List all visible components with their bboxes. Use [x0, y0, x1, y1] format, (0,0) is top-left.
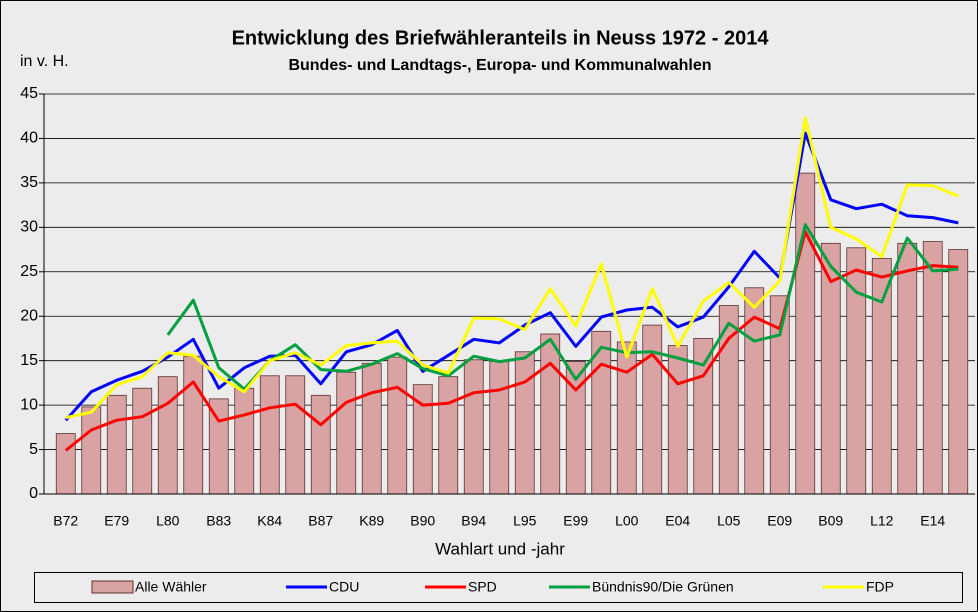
y-tick-label: 10	[20, 396, 38, 413]
y-tick-label: 15	[20, 352, 38, 369]
x-tick-label: K84	[257, 513, 282, 529]
bar	[438, 376, 459, 495]
x-tick-label: E99	[563, 513, 588, 529]
y-tick-label: 45	[20, 85, 38, 102]
x-tick-label: B87	[308, 513, 333, 529]
y-tick-label: 40	[20, 130, 38, 147]
x-tick-label: B72	[53, 513, 78, 529]
chart-subtitle: Bundes- und Landtags-, Europa- und Kommu…	[288, 57, 711, 74]
legend-label: Bündnis90/Die Grünen	[592, 579, 734, 595]
x-tick-label: L00	[615, 513, 639, 529]
x-tick-label: E09	[767, 513, 792, 529]
bar	[285, 375, 306, 495]
x-axis-label: Wahlart und -jahr	[435, 539, 565, 558]
x-tick-label: B90	[410, 513, 435, 529]
x-tick-label: L80	[156, 513, 180, 529]
bar	[157, 376, 178, 495]
x-tick-label: E79	[104, 513, 129, 529]
bar	[310, 394, 331, 495]
bar	[234, 387, 255, 495]
bar	[922, 241, 943, 495]
x-tick-label: E04	[665, 513, 690, 529]
line	[65, 116, 959, 420]
bar	[540, 333, 561, 495]
legend-label: SPD	[468, 579, 497, 595]
bar	[489, 361, 510, 495]
legend	[34, 572, 963, 603]
x-tick-label: L95	[513, 513, 537, 529]
bar	[361, 362, 382, 495]
bar	[81, 406, 102, 495]
bar	[948, 249, 969, 495]
bar	[897, 242, 918, 495]
bar	[463, 359, 484, 495]
y-tick-label: 25	[20, 263, 38, 280]
y-tick-label: 30	[20, 219, 38, 236]
x-tick-label: K89	[359, 513, 384, 529]
bar	[795, 172, 816, 495]
line	[166, 223, 959, 391]
y-tick-label: 0	[29, 485, 38, 502]
bar	[387, 356, 408, 495]
bar	[132, 387, 153, 495]
bar	[667, 345, 688, 495]
bar	[55, 433, 76, 495]
x-tick-label: B94	[461, 513, 486, 529]
x-tick-label: L05	[717, 513, 741, 529]
bar	[183, 355, 204, 495]
chart-title: Entwicklung des Briefwähleranteils in Ne…	[232, 27, 770, 49]
y-tick-label: 5	[29, 441, 38, 458]
legend-label: FDP	[866, 579, 894, 595]
line	[64, 131, 959, 422]
y-tick-label: 35	[20, 174, 38, 191]
x-tick-label: E14	[920, 513, 945, 529]
bar	[336, 371, 357, 495]
bar	[871, 258, 892, 495]
y-axis-label: in v. H.	[20, 53, 69, 70]
line	[64, 230, 959, 452]
x-tick-label: B83	[206, 513, 231, 529]
legend-label: CDU	[329, 579, 359, 595]
y-tick-label: 20	[20, 307, 38, 324]
bar	[106, 394, 127, 495]
x-tick-label: B09	[818, 513, 843, 529]
bar	[259, 375, 280, 495]
legend-swatch	[91, 580, 134, 594]
x-tick-label: L12	[870, 513, 894, 529]
legend-label: Alle Wähler	[135, 579, 207, 595]
bar	[514, 351, 535, 495]
bar	[616, 341, 637, 495]
